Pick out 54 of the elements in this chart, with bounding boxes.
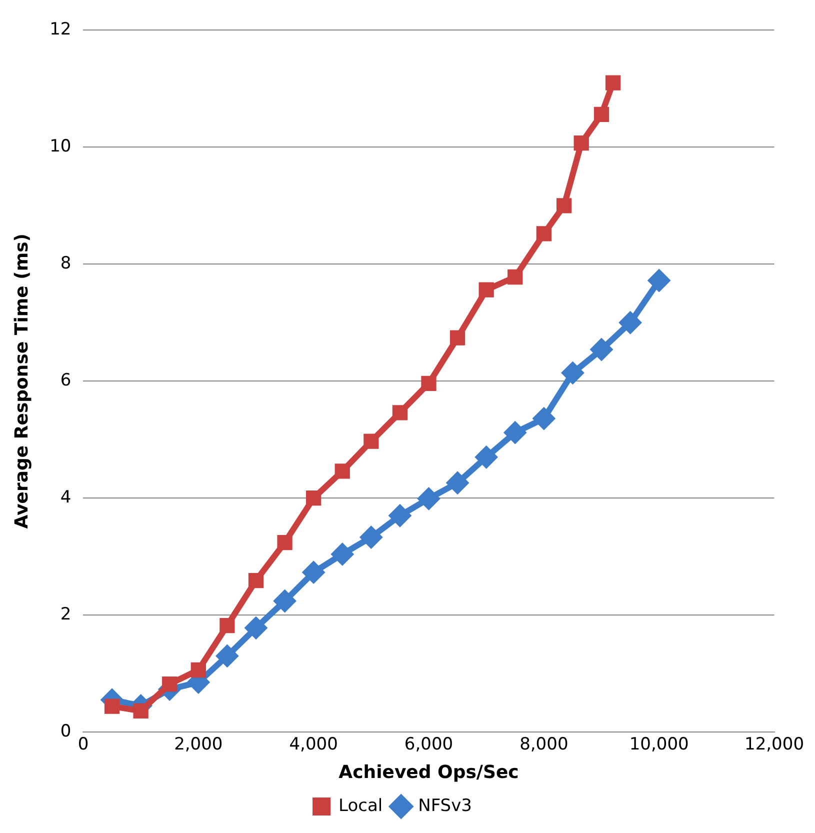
point — [104, 698, 120, 714]
point — [474, 446, 498, 469]
point — [360, 526, 383, 549]
point — [364, 434, 379, 449]
point — [605, 75, 621, 90]
point — [590, 338, 613, 362]
point — [334, 464, 350, 479]
point — [162, 676, 178, 692]
point — [392, 405, 408, 420]
y-tick-label: 2 — [60, 604, 72, 624]
point — [330, 542, 354, 566]
y-tick-label: 12 — [50, 20, 72, 40]
y-tick-label: 6 — [60, 370, 72, 391]
legend-label: Local — [338, 796, 383, 816]
point — [594, 106, 610, 122]
point — [504, 421, 527, 444]
point — [561, 361, 584, 384]
point — [532, 407, 556, 430]
point — [556, 198, 572, 214]
point — [508, 269, 523, 285]
legend-label: NFSv3 — [418, 796, 472, 816]
point — [133, 703, 148, 719]
x-tick-label: 2,000 — [174, 734, 223, 755]
x-axis-title: Achieved Ops/Sec — [338, 762, 519, 783]
point — [248, 572, 264, 588]
y-axis-title: Average Response Time (ms) — [11, 233, 32, 529]
point — [618, 311, 642, 334]
point — [478, 282, 494, 298]
point — [450, 330, 466, 346]
point — [273, 589, 296, 612]
x-tick-label: 8,000 — [520, 734, 568, 755]
point — [220, 618, 235, 634]
point — [648, 269, 671, 292]
point — [421, 376, 436, 392]
point — [388, 504, 412, 528]
point — [306, 490, 322, 506]
point — [244, 616, 268, 640]
x-tick-label: 4,000 — [289, 734, 338, 755]
y-tick-label: 10 — [50, 136, 72, 157]
point — [216, 644, 239, 668]
point — [446, 471, 470, 494]
point — [190, 662, 206, 678]
point — [277, 534, 292, 550]
x-tick-label: 12,000 — [744, 734, 804, 755]
y-tick-label: 8 — [60, 254, 72, 274]
point — [574, 136, 589, 151]
x-tick-label: 10,000 — [629, 734, 689, 755]
y-tick-label: 4 — [60, 487, 72, 508]
point — [417, 487, 440, 510]
x-tick-label: 6,000 — [404, 734, 454, 755]
point — [302, 560, 326, 584]
y-tick-label: 0 — [60, 721, 72, 742]
point — [536, 226, 552, 242]
x-tick-label: 0 — [78, 734, 89, 755]
